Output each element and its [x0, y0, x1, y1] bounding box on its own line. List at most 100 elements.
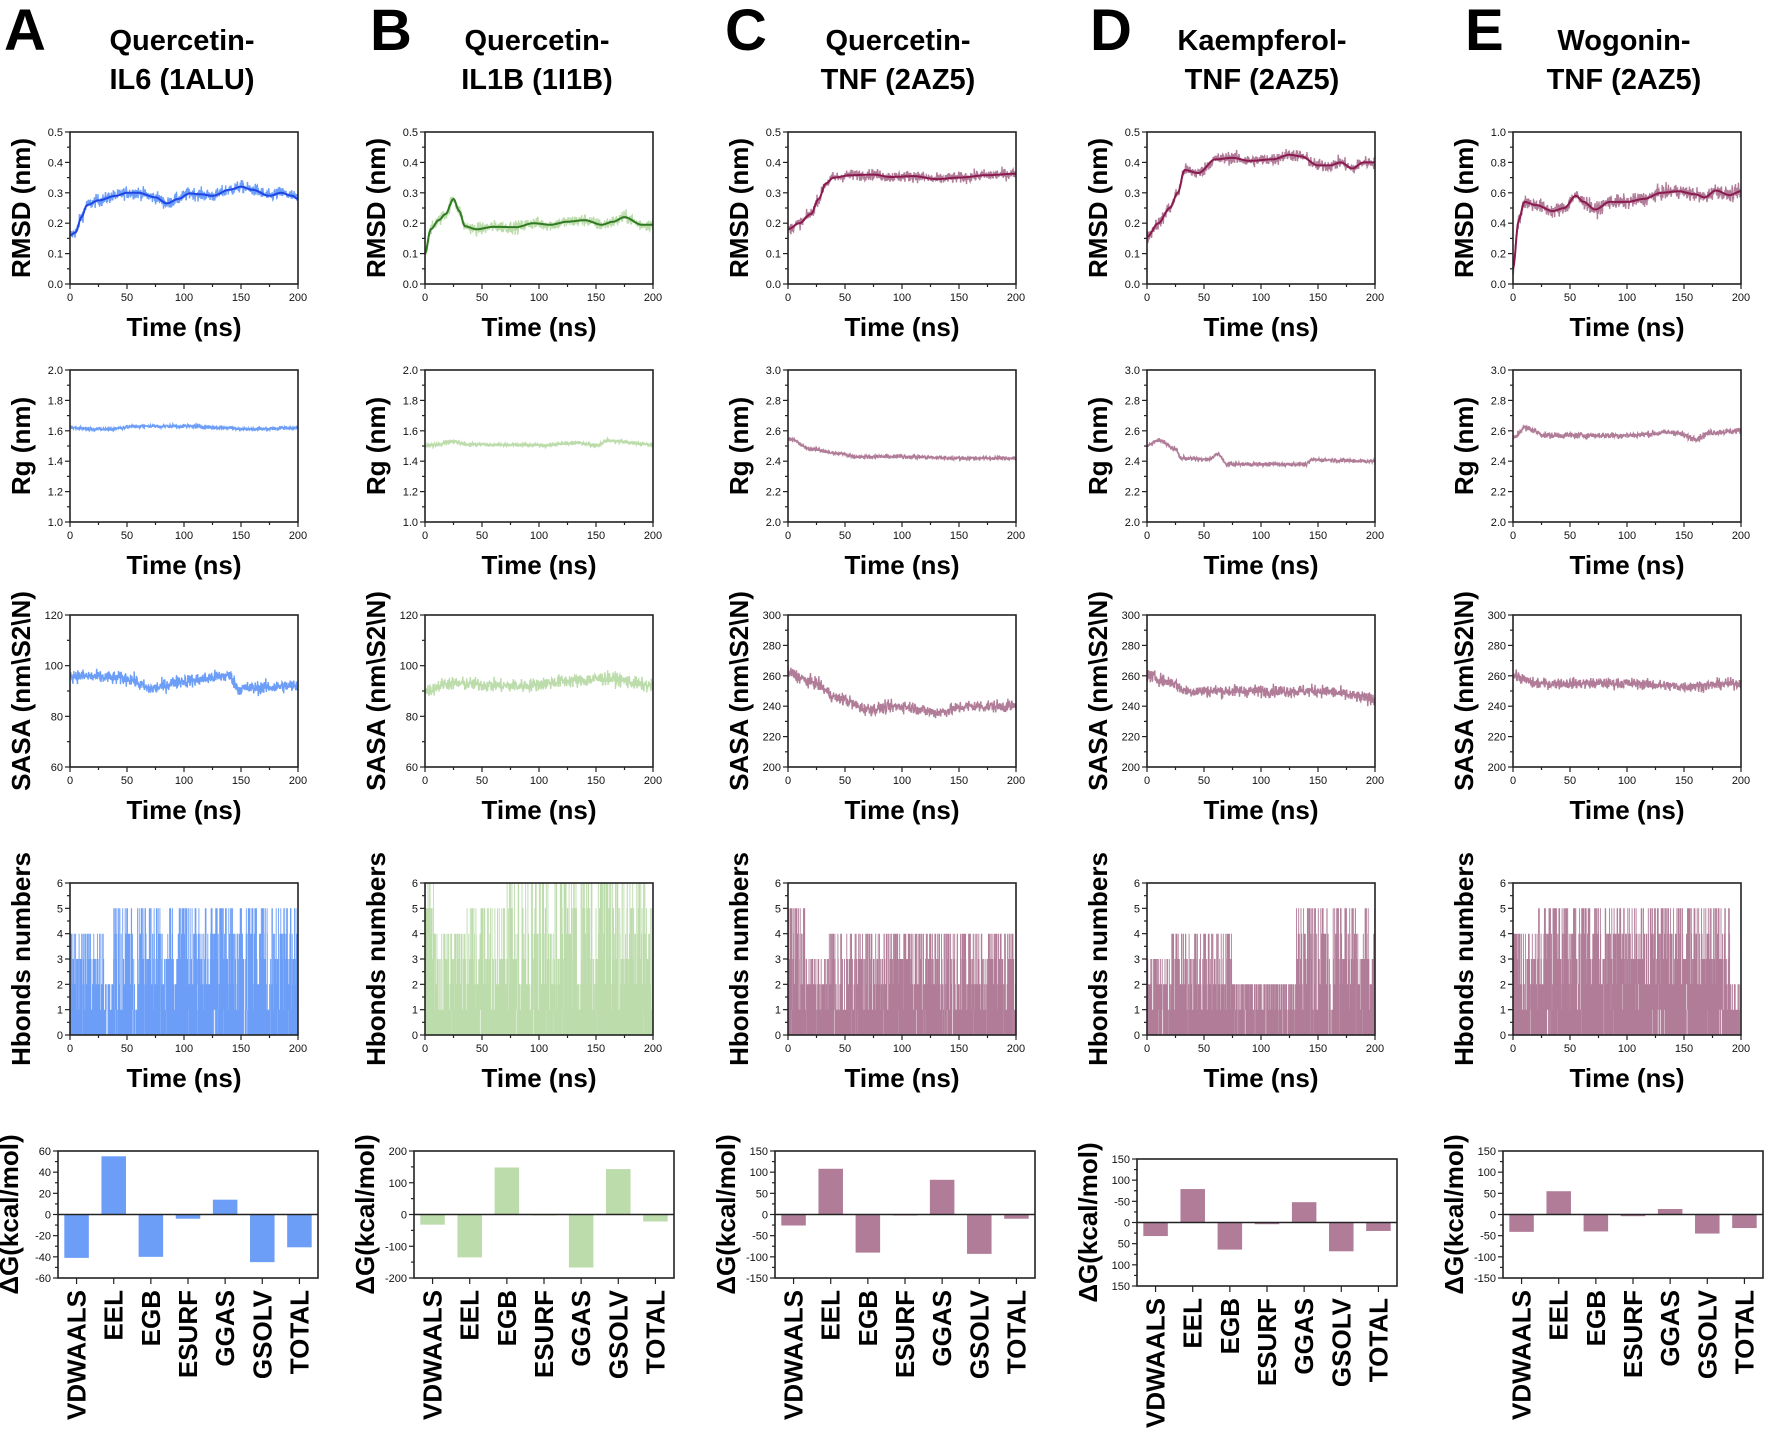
x-tick-label: 200	[1366, 1043, 1384, 1055]
y-tick-label: 1	[412, 1005, 418, 1017]
y-tick-label: 0	[412, 1030, 418, 1042]
x-tick-label: 150	[950, 530, 968, 542]
y-tick-label: 3.0	[1125, 365, 1140, 377]
hbonds-plot-d: 0 1 2 3 4 5 6 0 50 100 150 200 Time (ns) Hbonds numbe…	[1083, 852, 1384, 1093]
y-tick-label: 1.8	[48, 395, 63, 407]
x-axis-label: Time (ns)	[481, 312, 596, 342]
y-axis-label: ΔG(kcal/mol)	[711, 1134, 741, 1294]
category-label: EGB	[853, 1290, 883, 1346]
bar-vdwaals	[64, 1214, 89, 1258]
y-axis-label: SASA (nm\S2\N)	[724, 591, 754, 791]
y-tick-label: 2	[775, 979, 781, 991]
y-tick-label: 0.1	[1125, 249, 1140, 261]
panel-title-line2: TNF (2AZ5)	[1185, 64, 1340, 96]
rmsd-smoothed-line	[1146, 153, 1375, 238]
y-tick-label: 1	[57, 1005, 63, 1017]
x-tick-label: 0	[1144, 292, 1150, 304]
y-tick-label: 4	[775, 929, 781, 941]
x-axis-label: Time (ns)	[1569, 1063, 1684, 1093]
hbonds-plot-a: 0 1 2 3 4 5 6 0 50 100 150 200 Time (ns) Hbonds numbe…	[6, 852, 307, 1093]
category-label: EGB	[1215, 1298, 1245, 1354]
bar-eel	[1180, 1189, 1205, 1223]
y-axis-label: SASA (nm\S2\N)	[6, 591, 36, 791]
panel-letter-e: E	[1465, 0, 1504, 63]
rg-plot-b: 1.0 1.2 1.4 1.6 1.8 2.0 0 50 100 150 200 Time (ns) R…	[361, 365, 662, 580]
category-label: TOTAL	[1729, 1290, 1759, 1374]
x-tick-label: 0	[1510, 530, 1516, 542]
x-tick-label: 100	[1252, 530, 1270, 542]
category-label: GSOLV	[1326, 1297, 1356, 1387]
bar-egb	[1217, 1222, 1243, 1250]
x-tick-label: 150	[1675, 292, 1693, 304]
bar-ggas	[568, 1214, 594, 1268]
bar-egb	[855, 1214, 881, 1253]
y-tick-label: 280	[1488, 640, 1506, 652]
y-tick-label: 1.6	[48, 426, 63, 438]
y-tick-label: -50	[1480, 1231, 1496, 1243]
x-tick-label: 200	[1007, 530, 1025, 542]
rg-plot-a: 1.0 1.2 1.4 1.6 1.8 2.0 0 50 100 150 200 Time (ns) R…	[6, 365, 307, 580]
y-tick-label: 280	[1122, 640, 1140, 652]
rg-raw-series	[1512, 424, 1742, 443]
y-tick-label: 260	[763, 671, 781, 683]
y-axis-label: ΔG(kcal/mol)	[1073, 1142, 1103, 1302]
rmsd-raw-series	[69, 180, 299, 238]
y-axis-label: Rg (nm)	[6, 397, 36, 495]
y-axis-label: Rg (nm)	[361, 397, 391, 495]
y-tick-label: 0	[1124, 1218, 1130, 1230]
y-tick-label: -100	[385, 1241, 407, 1253]
x-axis-label: Time (ns)	[1569, 550, 1684, 580]
y-tick-label: -50	[752, 1231, 768, 1243]
sasa-raw-series	[1146, 670, 1376, 707]
x-axis-label: Time (ns)	[481, 550, 596, 580]
y-tick-label: 0.3	[48, 188, 63, 200]
x-tick-label: 200	[1732, 775, 1750, 787]
y-tick-label: 0.8	[1491, 157, 1506, 169]
bar-total	[1732, 1214, 1757, 1229]
plot-frame	[787, 131, 1017, 285]
y-tick-label: 0	[1500, 1030, 1506, 1042]
y-tick-label: 0.2	[48, 218, 63, 230]
y-tick-label: 300	[1122, 610, 1140, 622]
x-tick-label: 50	[476, 1043, 488, 1055]
bar-vdwaals	[1509, 1214, 1534, 1232]
x-tick-label: 200	[1366, 530, 1384, 542]
panel-letter-d: D	[1090, 0, 1132, 63]
y-tick-label: 2.4	[1125, 456, 1140, 468]
panel-letter-c: C	[725, 0, 767, 63]
y-tick-label: 5	[775, 903, 781, 915]
category-label: GSOLV	[603, 1289, 633, 1379]
x-tick-label: 50	[839, 775, 851, 787]
x-tick-label: 150	[1675, 775, 1693, 787]
x-tick-label: 0	[1144, 775, 1150, 787]
y-tick-label: 6	[1500, 878, 1506, 890]
bar-total	[1366, 1222, 1391, 1231]
y-tick-label: 100	[389, 1178, 407, 1190]
category-label: EEL	[816, 1290, 846, 1341]
x-tick-label: 100	[175, 292, 193, 304]
category-label: GSOLV	[247, 1289, 277, 1379]
x-tick-label: 200	[644, 292, 662, 304]
category-label: GSOLV	[1692, 1289, 1722, 1379]
y-tick-label: 0	[401, 1210, 407, 1222]
y-tick-label: -150	[746, 1273, 768, 1285]
y-tick-label: 260	[1122, 671, 1140, 683]
panel-letter-a: A	[4, 0, 46, 63]
y-tick-label: 0.0	[1491, 279, 1506, 291]
category-label: TOTAL	[1001, 1290, 1031, 1374]
x-tick-label: 150	[1309, 1043, 1327, 1055]
x-tick-label: 0	[67, 1043, 73, 1055]
category-label: TOTAL	[284, 1290, 314, 1374]
x-tick-label: 200	[289, 292, 307, 304]
category-label: VDWAALS	[418, 1290, 448, 1420]
y-tick-label: -40	[35, 1252, 51, 1264]
x-tick-label: 100	[1618, 292, 1636, 304]
y-tick-label: 2.8	[1491, 395, 1506, 407]
category-label: ESURF	[890, 1290, 920, 1378]
y-tick-label: 3	[412, 954, 418, 966]
x-tick-label: 50	[476, 775, 488, 787]
bar-total	[287, 1214, 312, 1248]
y-tick-label: 6	[412, 878, 418, 890]
y-tick-label: 0.4	[48, 157, 63, 169]
x-tick-label: 100	[893, 292, 911, 304]
